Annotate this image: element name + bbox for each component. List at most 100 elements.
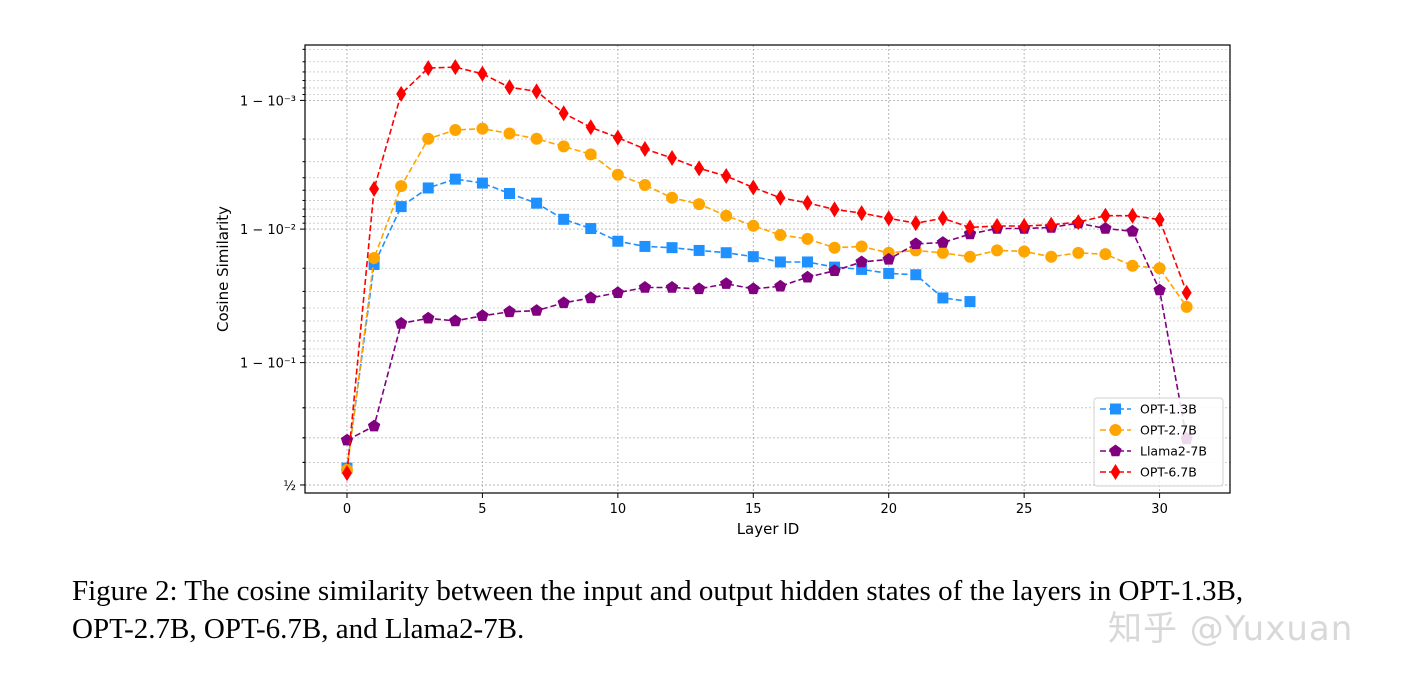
data-point bbox=[395, 201, 407, 213]
data-point bbox=[449, 314, 462, 327]
data-point bbox=[530, 304, 543, 316]
data-point bbox=[557, 296, 570, 309]
data-point bbox=[477, 65, 488, 82]
x-tick-label: 0 bbox=[343, 502, 351, 517]
data-point bbox=[422, 182, 434, 194]
caption-line-2: OPT-2.7B, OPT-6.7B, and Llama2-7B. bbox=[72, 613, 525, 645]
series-opt-1-3b bbox=[341, 173, 976, 474]
x-axis-ticks: 0 5 10 15 20 25 30 bbox=[343, 493, 1168, 517]
data-point bbox=[937, 210, 948, 227]
data-point bbox=[856, 263, 868, 275]
data-point bbox=[1153, 283, 1166, 296]
legend-entry: OPT-2.7B bbox=[1100, 423, 1197, 438]
legend-marker bbox=[1109, 444, 1122, 457]
data-point bbox=[883, 210, 894, 227]
legend-label: Llama2-7B bbox=[1140, 444, 1207, 459]
y-axis-ticks: 1 − 10⁻³ 1 − 10⁻² 1 − 10⁻¹ ½ bbox=[240, 48, 305, 494]
data-point bbox=[1180, 300, 1193, 313]
data-point bbox=[504, 79, 515, 96]
data-point bbox=[693, 198, 706, 211]
caption-line-1: Figure 2: The cosine similarity between … bbox=[72, 575, 1244, 607]
data-point bbox=[476, 122, 489, 135]
data-point bbox=[882, 252, 895, 265]
data-point bbox=[721, 168, 732, 185]
data-point bbox=[449, 123, 462, 136]
data-point bbox=[1046, 216, 1057, 233]
data-point bbox=[1072, 246, 1085, 259]
data-point bbox=[395, 316, 408, 329]
data-point bbox=[748, 179, 759, 196]
watermark: 知乎 @Yuxuan bbox=[1108, 609, 1354, 649]
data-point bbox=[1018, 245, 1031, 258]
data-point bbox=[341, 465, 352, 482]
data-point bbox=[1154, 211, 1165, 228]
legend-entry: OPT-1.3B bbox=[1100, 402, 1197, 417]
data-point bbox=[396, 85, 407, 102]
data-point bbox=[638, 281, 652, 293]
data-point bbox=[747, 219, 760, 232]
y-tick-label: 1 − 10⁻² bbox=[240, 223, 296, 238]
data-point bbox=[530, 132, 543, 145]
data-point bbox=[855, 240, 868, 253]
data-point bbox=[910, 215, 921, 232]
series-opt-6-7b bbox=[341, 59, 1192, 482]
legend-label: OPT-2.7B bbox=[1140, 423, 1197, 438]
data-point bbox=[692, 282, 706, 295]
data-point bbox=[775, 189, 786, 206]
legend-label: OPT-1.3B bbox=[1140, 402, 1197, 417]
data-point bbox=[667, 150, 678, 167]
plot-frame bbox=[304, 44, 1231, 494]
data-point bbox=[665, 281, 679, 293]
data-point bbox=[423, 60, 434, 77]
data-point bbox=[1099, 248, 1112, 261]
data-point bbox=[395, 180, 408, 193]
data-point bbox=[558, 213, 570, 225]
x-axis-label: Layer ID bbox=[737, 520, 800, 538]
data-point bbox=[774, 256, 786, 268]
series-llama2-7b bbox=[340, 216, 1193, 446]
legend-entry: OPT-6.7B bbox=[1100, 464, 1197, 480]
data-point bbox=[774, 279, 787, 292]
x-tick-label: 30 bbox=[1151, 502, 1168, 517]
series-line bbox=[346, 178, 971, 469]
y-tick-label: 1 − 10⁻¹ bbox=[240, 357, 296, 372]
data-point bbox=[747, 282, 760, 295]
legend-marker bbox=[1109, 424, 1122, 436]
data-point bbox=[1153, 262, 1166, 275]
data-point bbox=[828, 264, 841, 276]
data-point bbox=[1126, 259, 1139, 272]
data-point bbox=[557, 140, 570, 153]
data-point bbox=[503, 305, 516, 318]
y-axis-label: Cosine Similarity bbox=[214, 206, 232, 332]
data-point bbox=[747, 251, 759, 263]
data-point bbox=[801, 256, 813, 268]
y-tick-label: ½ bbox=[283, 479, 296, 494]
data-point bbox=[855, 255, 868, 268]
data-point bbox=[801, 232, 814, 245]
data-point bbox=[558, 105, 569, 122]
data-point bbox=[694, 160, 705, 177]
series-line bbox=[346, 127, 1188, 470]
data-point bbox=[801, 270, 814, 283]
data-point bbox=[422, 311, 435, 324]
data-point bbox=[638, 178, 651, 191]
x-tick-label: 5 bbox=[478, 502, 486, 517]
data-point bbox=[585, 119, 596, 136]
data-point bbox=[585, 223, 597, 235]
data-point bbox=[531, 197, 543, 209]
data-point bbox=[666, 242, 678, 254]
data-point bbox=[368, 252, 381, 265]
data-point bbox=[1127, 207, 1138, 224]
data-point bbox=[367, 419, 381, 432]
data-point bbox=[369, 180, 380, 197]
data-point bbox=[612, 235, 624, 247]
data-point bbox=[1099, 222, 1112, 234]
grid-lines bbox=[305, 45, 1230, 493]
data-point bbox=[449, 173, 461, 185]
data-point bbox=[1181, 284, 1192, 301]
x-tick-label: 20 bbox=[880, 502, 897, 517]
data-point bbox=[909, 237, 922, 250]
data-point bbox=[936, 246, 949, 259]
data-point bbox=[720, 277, 733, 289]
data-point bbox=[1019, 217, 1030, 234]
